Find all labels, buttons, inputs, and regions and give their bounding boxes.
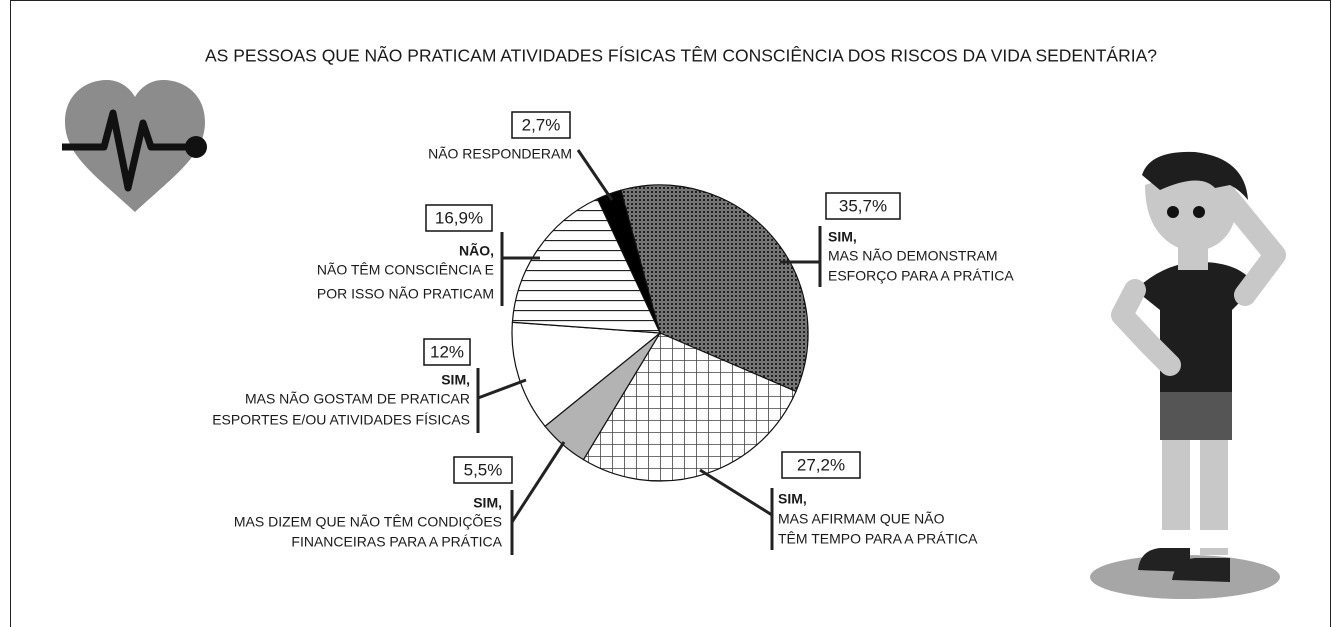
category-label: POR ISSO NÃO PRATICAM bbox=[317, 286, 494, 302]
category-label: ESFORÇO PARA A PRÁTICA bbox=[828, 268, 1014, 284]
chart-title: AS PESSOAS QUE NÃO PRATICAM ATIVIDADES F… bbox=[205, 45, 1157, 66]
category-label: TÊM TEMPO PARA A PRÁTICA bbox=[778, 531, 978, 547]
category-label: MAS NÃO GOSTAM DE PRATICAR bbox=[245, 391, 470, 407]
pie-chart: 2,7% NÃO RESPONDERAM 35,7% SIM, MAS NÃO DEMO… bbox=[212, 112, 1014, 555]
value-label: 27,2% bbox=[797, 455, 845, 474]
category-label: NÃO TÊM CONSCIÊNCIA E bbox=[317, 262, 494, 278]
leader-line bbox=[700, 470, 772, 515]
leader-line bbox=[478, 380, 526, 398]
category-label: MAS AFIRMAM QUE NÃO bbox=[778, 511, 945, 527]
value-label: 12% bbox=[430, 342, 464, 361]
category-label: FINANCEIRAS PARA A PRÁTICA bbox=[291, 534, 502, 550]
category-label: MAS NÃO DEMONSTRAM bbox=[828, 248, 998, 264]
category-label: SIM, bbox=[828, 229, 857, 245]
heart-icon bbox=[62, 80, 207, 212]
category-label: MAS DIZEM QUE NÃO TÊM CONDIÇÕES bbox=[234, 514, 502, 530]
infographic: AS PESSOAS QUE NÃO PRATICAM ATIVIDADES F… bbox=[0, 0, 1332, 627]
value-label: 2,7% bbox=[522, 115, 561, 134]
category-label: NÃO RESPONDERAM bbox=[428, 146, 572, 162]
category-label: ESPORTES E/OU ATIVIDADES FÍSICAS bbox=[212, 412, 470, 428]
category-label: SIM, bbox=[778, 491, 807, 507]
category-label: SIM, bbox=[441, 372, 470, 388]
category-label: SIM, bbox=[473, 495, 502, 511]
leader-line bbox=[512, 442, 564, 522]
value-label: 5,5% bbox=[464, 460, 503, 479]
category-label: NÃO, bbox=[459, 242, 494, 259]
person-illustration bbox=[1090, 152, 1280, 599]
value-label: 16,9% bbox=[435, 208, 483, 227]
leader-line bbox=[578, 150, 612, 200]
value-label: 35,7% bbox=[839, 196, 887, 215]
